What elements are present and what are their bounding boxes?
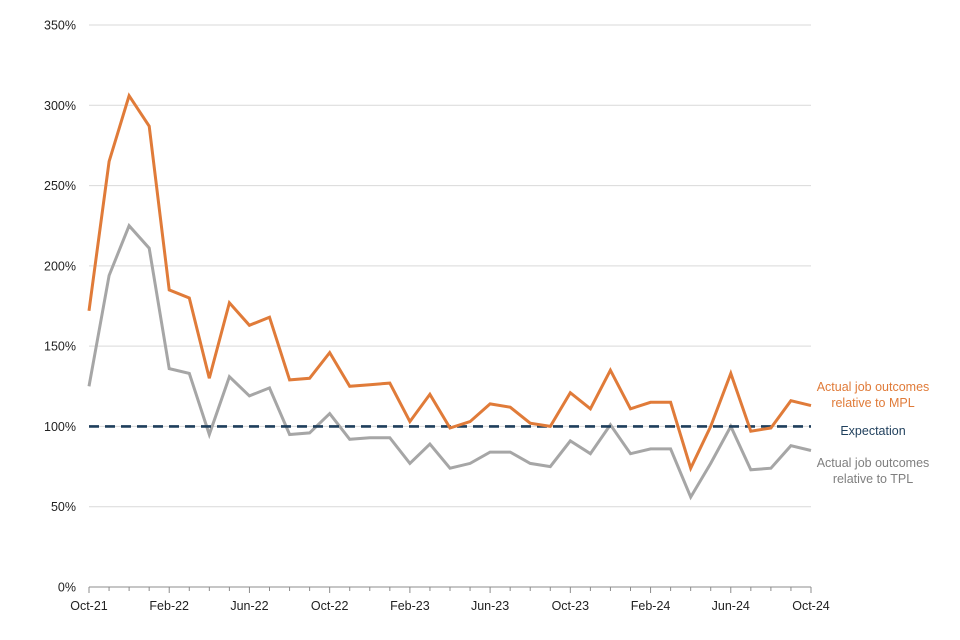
- series-line-mpl: [87, 92, 812, 473]
- series-label-tpl: Actual job outcomes relative to TPL: [817, 456, 930, 486]
- series-label-mpl: Actual job outcomes relative to MPL: [817, 380, 930, 410]
- y-tick-label: 100%: [44, 420, 76, 434]
- series-label-line: relative to TPL: [833, 472, 913, 486]
- x-axis: Oct-21 Feb-22 Jun-22 Oct-22 Feb-23 Jun-23 Oct-…: [70, 586, 830, 613]
- x-tick-label: Oct-21: [70, 599, 108, 613]
- x-tick-label: Feb-23: [390, 599, 430, 613]
- y-tick-label: 250%: [44, 179, 76, 193]
- series-label-line: relative to MPL: [831, 396, 914, 410]
- x-tick-label: Feb-24: [631, 599, 671, 613]
- series-line-tpl: [87, 222, 812, 501]
- series-label-line: Actual job outcomes: [817, 456, 930, 470]
- x-tick-label: Oct-23: [552, 599, 590, 613]
- series-label-line: Expectation: [840, 424, 905, 438]
- series-label-line: Actual job outcomes: [817, 380, 930, 394]
- x-tick-label: Jun-23: [471, 599, 509, 613]
- y-tick-label: 200%: [44, 259, 76, 273]
- x-tick-label: Jun-22: [230, 599, 268, 613]
- y-tick-label: 50%: [51, 500, 76, 514]
- series-labels: Actual job outcomes relative to MPL Expect…: [817, 380, 930, 486]
- grid: [89, 24, 811, 508]
- y-tick-label: 0%: [58, 581, 76, 595]
- x-tick-label: Oct-22: [311, 599, 349, 613]
- y-axis: 0% 50% 100% 150% 200% 250% 300% 350%: [44, 19, 76, 595]
- y-tick-label: 150%: [44, 340, 76, 354]
- series-group: [87, 92, 812, 501]
- y-tick-label: 300%: [44, 99, 76, 113]
- x-tick-label: Oct-24: [792, 599, 830, 613]
- y-tick-label: 350%: [44, 19, 76, 33]
- series-label-expectation: Expectation: [840, 424, 905, 438]
- x-tick-label: Jun-24: [712, 599, 750, 613]
- x-tick-label: Feb-22: [149, 599, 189, 613]
